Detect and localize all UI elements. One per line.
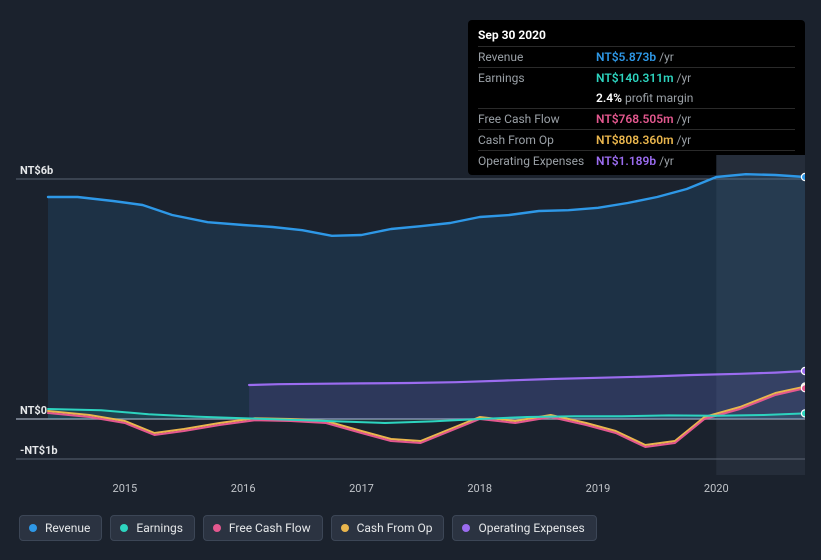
y-axis-label: NT$6b — [20, 164, 53, 177]
legend-dot-icon — [462, 524, 470, 532]
tooltip-row-value: NT$5.873b — [596, 48, 656, 66]
tooltip-header: Sep 30 2020 — [478, 26, 795, 44]
legend-item-label: Cash From Op — [357, 521, 433, 535]
y-axis-label: NT$0 — [20, 404, 47, 417]
legend-item-label: Earnings — [136, 521, 183, 535]
legend-item-label: Operating Expenses — [478, 521, 584, 535]
tooltip-row: Cash From OpNT$808.360m/yr — [478, 129, 795, 150]
tooltip-row: EarningsNT$140.311m/yr — [478, 67, 795, 88]
tooltip-row-label: Cash From Op — [478, 131, 596, 149]
legend-item-cash-from-op[interactable]: Cash From Op — [331, 515, 445, 541]
legend-item-label: Free Cash Flow — [229, 521, 311, 535]
tooltip-row-value: NT$808.360m — [596, 131, 674, 149]
tooltip-row-value: NT$768.505m — [596, 110, 674, 128]
x-axis-label: 2019 — [586, 482, 611, 495]
x-axis-label: 2016 — [231, 482, 256, 495]
financials-area-chart[interactable]: NT$6b NT$0 -NT$1b 2015 2016 2017 2018 2019 2020 — [16, 155, 805, 505]
cursor-marker-op-expenses — [801, 367, 805, 374]
cursor-marker-revenue — [801, 173, 805, 180]
tooltip-row-unit: /yr — [659, 48, 674, 66]
tooltip-row: RevenueNT$5.873b/yr — [478, 46, 795, 67]
chart-legend: Revenue Earnings Free Cash Flow Cash From O… — [19, 515, 597, 541]
tooltip-row-label: Earnings — [478, 69, 596, 87]
chart-tooltip: Sep 30 2020RevenueNT$5.873b/yrEarningsNT… — [468, 20, 805, 175]
tooltip-row: Free Cash FlowNT$768.505m/yr — [478, 108, 795, 129]
tooltip-row-unit: /yr — [677, 69, 692, 87]
legend-item-free-cash-flow[interactable]: Free Cash Flow — [203, 515, 323, 541]
tooltip-row-label — [478, 89, 596, 107]
legend-dot-icon — [29, 524, 37, 532]
tooltip-row-value: 2.4% — [596, 89, 622, 107]
legend-item-op-expenses[interactable]: Operating Expenses — [452, 515, 596, 541]
tooltip-row: 2.4%profit margin — [478, 88, 795, 108]
legend-item-earnings[interactable]: Earnings — [110, 515, 195, 541]
x-axis-label: 2020 — [704, 482, 729, 495]
legend-dot-icon — [213, 524, 221, 532]
x-axis-label: 2018 — [467, 482, 492, 495]
tooltip-row-value: NT$140.311m — [596, 69, 674, 87]
legend-item-revenue[interactable]: Revenue — [19, 515, 102, 541]
tooltip-row-unit: /yr — [677, 131, 692, 149]
x-axis-label: 2017 — [349, 482, 374, 495]
cursor-marker-free-cash-flow — [801, 385, 805, 392]
tooltip-row-label: Free Cash Flow — [478, 110, 596, 128]
legend-item-label: Revenue — [45, 521, 90, 535]
tooltip-row-unit: profit margin — [625, 89, 693, 107]
x-axis-label: 2015 — [113, 482, 138, 495]
legend-dot-icon — [341, 524, 349, 532]
cursor-marker-earnings — [801, 410, 805, 417]
y-axis-label: -NT$1b — [20, 444, 58, 457]
legend-dot-icon — [120, 524, 128, 532]
tooltip-row-label: Revenue — [478, 48, 596, 66]
tooltip-row-unit: /yr — [677, 110, 692, 128]
